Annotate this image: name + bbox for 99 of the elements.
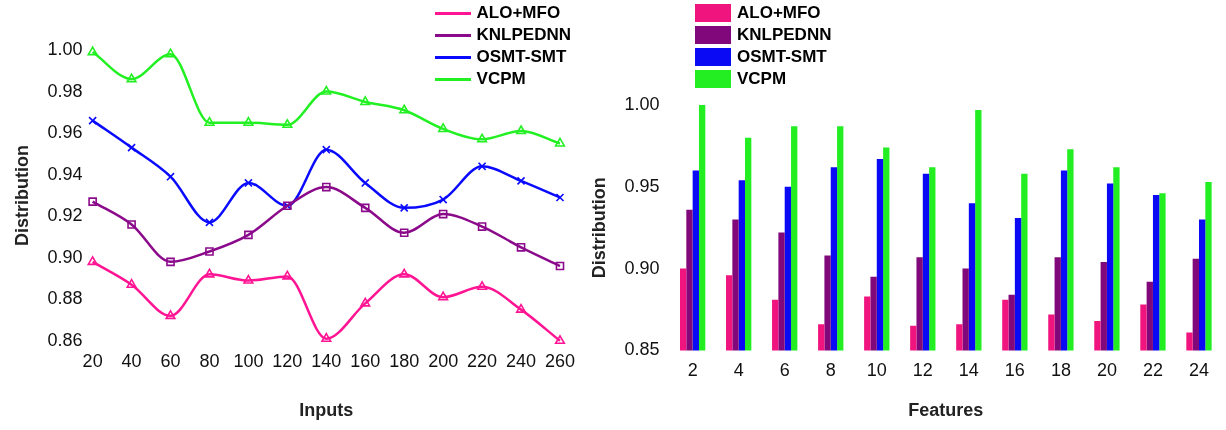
point bbox=[476, 280, 488, 291]
x-tick-label: 20 bbox=[1096, 360, 1117, 381]
point bbox=[244, 230, 253, 240]
legend-label: VCPM bbox=[737, 68, 787, 90]
point bbox=[165, 310, 176, 320]
x-tick-label: 10 bbox=[866, 360, 887, 381]
point bbox=[204, 268, 215, 278]
point bbox=[360, 203, 370, 213]
point bbox=[476, 133, 488, 143]
point bbox=[126, 278, 137, 289]
point bbox=[321, 332, 332, 343]
y-tick-label: 0.86 bbox=[47, 329, 83, 350]
point bbox=[205, 247, 214, 256]
x-tick-label: 180 bbox=[389, 350, 420, 371]
x-axis-title: Features bbox=[908, 400, 984, 421]
legend-label: KNLPEDNN bbox=[737, 24, 832, 46]
y-tick-label: 0.90 bbox=[47, 246, 83, 267]
x-tick-label: 22 bbox=[1142, 360, 1163, 381]
point bbox=[126, 73, 137, 83]
point bbox=[88, 116, 97, 125]
x-tick-label: 220 bbox=[467, 350, 498, 371]
point bbox=[516, 242, 526, 252]
x-tick-label: 8 bbox=[825, 360, 836, 381]
point bbox=[360, 96, 371, 106]
x-tick-label: 80 bbox=[199, 350, 220, 371]
point bbox=[166, 172, 175, 182]
point bbox=[243, 274, 254, 284]
x-axis-title: Inputs bbox=[299, 400, 354, 421]
point bbox=[87, 46, 98, 56]
x-tick-label: 60 bbox=[160, 350, 181, 371]
point bbox=[516, 176, 526, 186]
x-tick-label: 4 bbox=[733, 360, 744, 381]
y-tick-label: 0.94 bbox=[47, 163, 83, 184]
point bbox=[438, 291, 449, 301]
x-tick-label: 100 bbox=[233, 350, 264, 371]
point bbox=[243, 116, 254, 126]
point bbox=[87, 256, 98, 266]
y-tick-label: 1.00 bbox=[624, 93, 660, 114]
point bbox=[165, 48, 176, 58]
y-tick-label: 0.88 bbox=[47, 288, 83, 309]
point bbox=[554, 137, 566, 147]
point bbox=[555, 193, 565, 202]
x-tick-label: 6 bbox=[779, 360, 790, 381]
x-tick-label: 120 bbox=[272, 350, 303, 371]
point bbox=[399, 104, 410, 114]
y-tick-label: 0.92 bbox=[47, 205, 83, 226]
y-tick-label: 0.90 bbox=[624, 257, 660, 278]
x-tick-label: 16 bbox=[1004, 360, 1025, 381]
y-axis-title: Distribution bbox=[11, 144, 32, 246]
point bbox=[554, 335, 566, 345]
point bbox=[477, 222, 487, 231]
x-tick-label: 260 bbox=[544, 350, 576, 371]
x-tick-label: 14 bbox=[958, 360, 979, 381]
legend-label: OSMT-SMT bbox=[476, 46, 567, 68]
x-tick-label: 200 bbox=[428, 350, 459, 371]
point bbox=[244, 178, 253, 188]
x-tick-label: 240 bbox=[506, 350, 537, 371]
point bbox=[127, 220, 136, 229]
y-tick-label: 0.95 bbox=[624, 175, 660, 196]
point bbox=[127, 143, 136, 152]
point bbox=[399, 268, 410, 278]
x-tick-label: 20 bbox=[82, 350, 103, 371]
y-tick-label: 0.98 bbox=[47, 80, 83, 101]
y-tick-label: 0.85 bbox=[624, 339, 660, 360]
x-tick-label: 24 bbox=[1188, 360, 1209, 381]
point bbox=[477, 161, 487, 171]
point bbox=[515, 303, 527, 313]
y-axis-title: Distribution bbox=[588, 177, 609, 279]
point bbox=[204, 116, 215, 126]
point bbox=[438, 195, 448, 204]
x-tick-label: 18 bbox=[1050, 360, 1071, 381]
legend-label: ALO+MFO bbox=[476, 2, 561, 24]
point bbox=[360, 297, 371, 307]
y-tick-label: 1.00 bbox=[47, 38, 83, 59]
point bbox=[321, 145, 331, 155]
legend-label: KNLPEDNN bbox=[476, 24, 571, 46]
point bbox=[438, 123, 449, 133]
point bbox=[205, 218, 214, 227]
legend-label: VCPM bbox=[476, 68, 526, 90]
legend-label: OSMT-SMT bbox=[737, 46, 827, 68]
x-tick-label: 12 bbox=[912, 360, 933, 381]
x-tick-label: 160 bbox=[350, 350, 381, 371]
y-tick-label: 0.96 bbox=[47, 122, 83, 143]
x-tick-label: 40 bbox=[121, 350, 142, 371]
point bbox=[166, 257, 175, 267]
legend-label: ALO+MFO bbox=[737, 2, 821, 24]
x-tick-label: 2 bbox=[687, 360, 698, 381]
point bbox=[555, 261, 565, 271]
point bbox=[88, 197, 97, 206]
point bbox=[399, 228, 409, 238]
point bbox=[438, 209, 448, 219]
point bbox=[360, 178, 370, 188]
point bbox=[399, 203, 409, 213]
x-tick-label: 140 bbox=[311, 350, 342, 371]
point bbox=[321, 182, 331, 192]
point bbox=[282, 118, 293, 129]
point bbox=[515, 125, 527, 135]
point bbox=[321, 85, 332, 95]
point bbox=[282, 270, 293, 280]
